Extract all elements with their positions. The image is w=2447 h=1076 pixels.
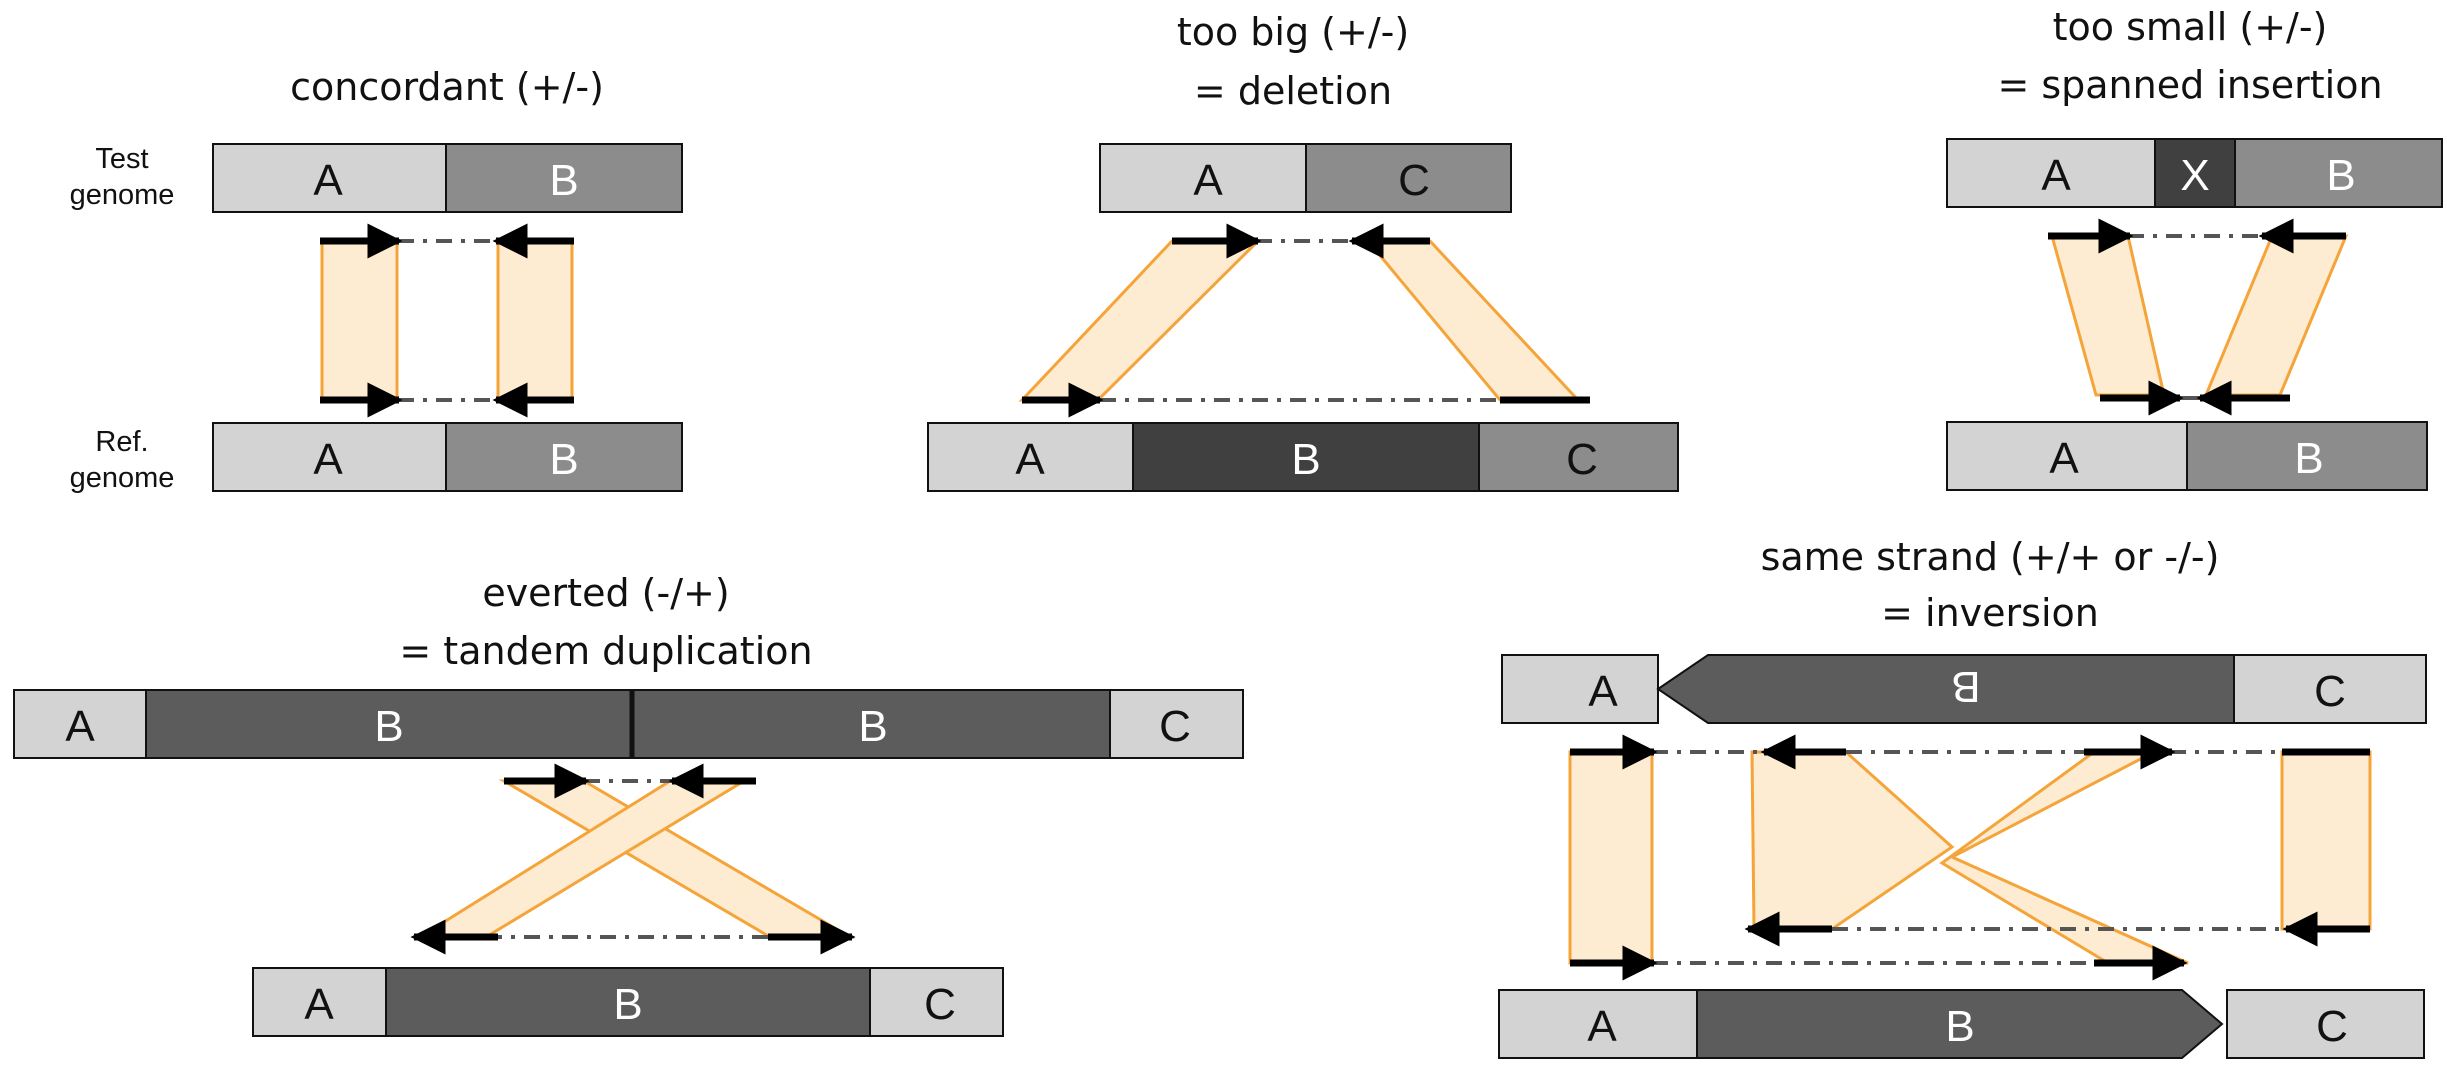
segment-label: A bbox=[1193, 156, 1223, 205]
test-segment-c bbox=[2233, 654, 2427, 724]
segment-label: A bbox=[1587, 1002, 1617, 1051]
read-alignment-link bbox=[1568, 750, 1654, 965]
read-alignment-link bbox=[496, 239, 574, 402]
ref-segment-b bbox=[1132, 422, 1480, 492]
segment-label: A bbox=[2049, 434, 2079, 483]
test-segment-b bbox=[2234, 138, 2443, 208]
test-segment-b-inverted bbox=[1656, 654, 2235, 724]
read-alignment-link bbox=[2280, 750, 2372, 931]
test-genome-label: genome bbox=[70, 179, 175, 211]
test-segment-c bbox=[1305, 143, 1512, 213]
segment-label: C bbox=[1398, 156, 1430, 205]
panel-deletion: too big (+/-) = deletion A C A B C bbox=[927, 10, 1679, 492]
ref-segment-b-forward bbox=[1696, 989, 2224, 1059]
test-segment-b bbox=[445, 143, 683, 213]
test-segment-a bbox=[212, 143, 447, 213]
ref-segment-c bbox=[2226, 989, 2425, 1059]
segment-label: A bbox=[313, 435, 343, 484]
segment-label: C bbox=[1566, 435, 1598, 484]
segment-label: B bbox=[2294, 434, 2323, 483]
test-genome-label: Test bbox=[95, 143, 148, 175]
segment-label: C bbox=[1159, 702, 1191, 751]
panel-title: same strand (+/+ or -/-) bbox=[1761, 535, 2220, 579]
segment-label: B bbox=[1291, 435, 1320, 484]
segment-label: B bbox=[549, 156, 578, 205]
ref-segment-c bbox=[1478, 422, 1679, 492]
segment-label: B bbox=[1945, 1002, 1974, 1051]
panel-title: too big (+/-) bbox=[1177, 10, 1409, 54]
segment-label: B bbox=[613, 980, 642, 1029]
segment-label: B bbox=[549, 435, 578, 484]
ref-segment-a bbox=[252, 967, 387, 1037]
panel-subtitle: = deletion bbox=[1194, 69, 1392, 113]
ref-segment-a bbox=[1498, 989, 1698, 1059]
segment-label: C bbox=[2314, 667, 2346, 716]
segment-label: A bbox=[1588, 667, 1618, 716]
test-segment-c bbox=[1109, 689, 1244, 759]
segment-label: C bbox=[924, 980, 956, 1029]
test-segment-a bbox=[1501, 654, 1659, 724]
segment-label: A bbox=[313, 156, 343, 205]
panel-title: everted (-/+) bbox=[482, 571, 729, 615]
ref-segment-a bbox=[1946, 421, 2188, 491]
panel-title: concordant (+/-) bbox=[290, 65, 604, 109]
panel-subtitle: = spanned insertion bbox=[1997, 63, 2382, 107]
test-segment-b1 bbox=[145, 689, 633, 759]
segment-label: B bbox=[374, 702, 403, 751]
segment-label: B bbox=[2326, 151, 2355, 200]
ref-segment-b bbox=[445, 422, 683, 492]
segment-label: B bbox=[1951, 662, 1980, 711]
read-alignment-link bbox=[1939, 750, 2189, 965]
ref-segment-c bbox=[869, 967, 1004, 1037]
panel-subtitle: = tandem duplication bbox=[399, 629, 812, 673]
read-alignment-link bbox=[2203, 234, 2349, 397]
test-segment-a bbox=[13, 689, 147, 759]
ref-segment-a bbox=[212, 422, 447, 492]
panel-subtitle: = inversion bbox=[1881, 591, 2099, 635]
read-alignment-link bbox=[2050, 234, 2166, 397]
panel-duplication: everted (-/+) = tandem duplication A B B… bbox=[13, 571, 1244, 1037]
test-segment-a bbox=[1099, 143, 1307, 213]
segment-label: A bbox=[304, 980, 334, 1029]
read-alignment-link bbox=[1018, 239, 1262, 402]
read-alignment-link bbox=[1364, 239, 1582, 402]
segment-label: C bbox=[2316, 1002, 2348, 1051]
test-segment-b2 bbox=[631, 689, 1111, 759]
panel-inversion: same strand (+/+ or -/-) = inversion A B… bbox=[1498, 535, 2427, 1059]
panel-concordant: concordant (+/-) Test genome Ref. genome… bbox=[70, 65, 683, 494]
ref-genome-label: genome bbox=[70, 462, 175, 494]
segment-label: A bbox=[65, 702, 95, 751]
segment-label: X bbox=[2180, 151, 2209, 200]
ref-segment-b bbox=[2186, 421, 2428, 491]
panel-title: too small (+/-) bbox=[2053, 5, 2328, 49]
segment-label: B bbox=[858, 702, 887, 751]
segment-label: A bbox=[1015, 435, 1045, 484]
read-alignment-link bbox=[320, 239, 399, 402]
ref-genome-label: Ref. bbox=[95, 426, 148, 458]
read-alignment-link bbox=[1750, 750, 1955, 931]
panel-insertion: too small (+/-) = spanned insertion A X … bbox=[1946, 5, 2443, 491]
segment-label: A bbox=[2041, 151, 2071, 200]
test-segment-x bbox=[2154, 138, 2236, 208]
test-segment-a bbox=[1946, 138, 2156, 208]
